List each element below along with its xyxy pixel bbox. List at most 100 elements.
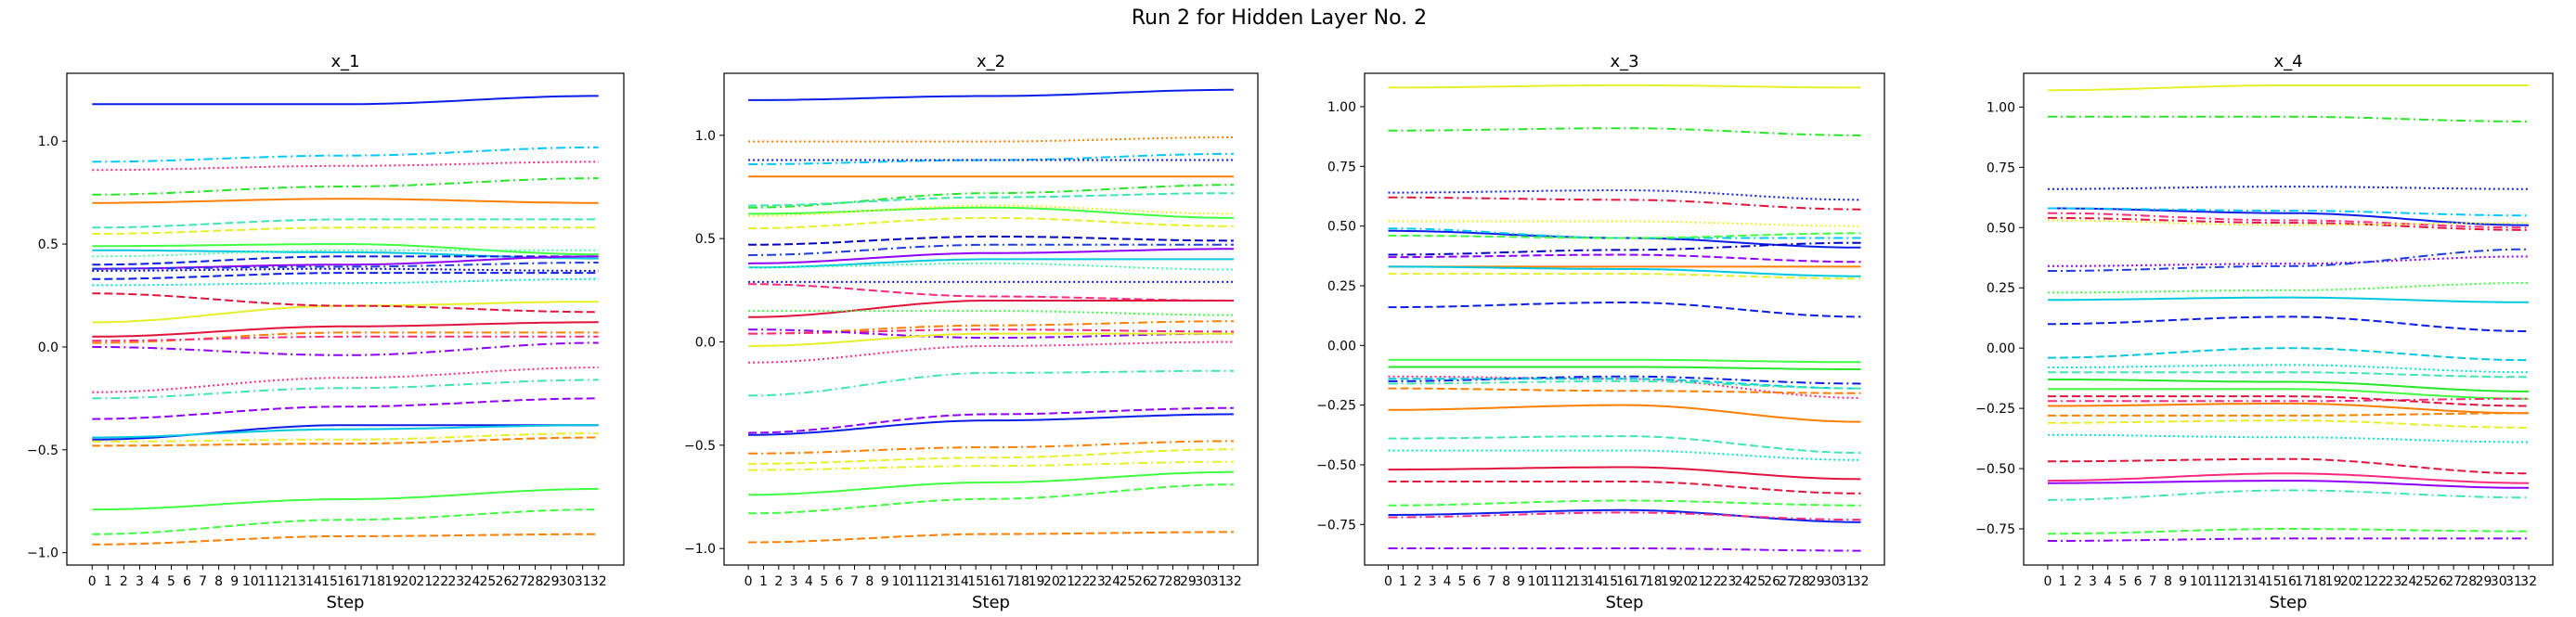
x-tick-label: 18 [1013,574,1029,589]
x-axis-label: Step [2270,593,2308,612]
y-tick-label: 1.00 [1327,100,1356,115]
x-tick-label: 0 [1384,574,1392,589]
x-tick-label: 8 [2164,574,2172,589]
x-tick-label: 29 [2476,574,2492,589]
x-tick-label: 30 [559,574,576,589]
figure-title: Run 2 for Hidden Layer No. 2 [1132,6,1427,30]
series-line [2047,216,2530,231]
x-tick-label: 16 [337,574,354,589]
series-line [92,262,599,270]
series-line [2047,186,2530,190]
series-line [92,487,599,511]
x-tick-label: 21 [416,574,433,589]
series-line [92,397,599,420]
x-tick-label: 0 [744,574,753,589]
subplot-title: x_4 [2273,52,2302,71]
series-line [1388,379,1861,390]
x-tick-label: 19 [2325,574,2342,589]
x-tick-label: 14 [305,574,322,589]
y-tick-label: 0.25 [1327,279,1356,294]
series-line [2047,395,2530,407]
x-tick-label: 26 [1134,574,1151,589]
x-tick-label: 32 [2520,574,2537,589]
y-tick-label: 1.00 [1987,100,2015,115]
x-tick-label: 21 [1058,574,1075,589]
x-tick-label: 11 [258,574,275,589]
series-line [748,258,1234,269]
x-tick-label: 22 [2370,574,2387,589]
x-tick-label: 30 [1195,574,1211,589]
series-line [2047,347,2530,362]
y-tick-label: 0.5 [38,238,58,252]
subplot-title: x_3 [1610,52,1638,71]
x-tick-label: 28 [527,574,544,589]
series-line [748,88,1234,101]
series-line [1388,84,1861,89]
series-line [2047,207,2530,217]
x-tick-label: 2 [774,574,783,589]
series-line [2047,412,2530,417]
x-tick-label: 2 [2074,574,2082,589]
series-line [2047,419,2530,429]
series-line [1388,265,1861,277]
series-lines [1388,84,1861,552]
series-line [92,301,599,324]
x-tick-label: 10 [1528,574,1545,589]
y-ticks: −0.75 −0.50 −0.25 0.00 0.25 0.50 0.75 1.00 [1975,100,2024,537]
series-line [2047,364,2530,374]
x-tick-label: 17 [2295,574,2311,589]
series-line [92,249,599,258]
series-line [92,272,599,280]
series-line [1388,253,1861,264]
subplot-1: 0 1 2 3 4 5 6 7 8 9 10 11 12 13 14 15 16 17 18 19 20 21 22 23 24… [27,52,625,612]
x-tick-label: 18 [2310,574,2326,589]
series-line [92,249,599,260]
x-tick-label: 20 [400,574,417,589]
x-axis-label: Step [1606,593,1644,612]
axes-frame [66,72,625,566]
series-line [748,448,1234,465]
x-tick-label: 30 [1823,574,1840,589]
series-line [2047,537,2530,542]
x-tick-label: 15 [321,574,338,589]
series-line [92,379,599,400]
x-tick-label: 21 [2355,574,2372,589]
x-tick-label: 22 [1705,574,1722,589]
subplot-title: x_2 [977,52,1005,71]
x-tick-label: 0 [88,574,97,589]
series-line [748,248,1234,264]
series-line [1388,547,1861,552]
series-line [748,262,1234,271]
x-tick-label: 17 [353,574,369,589]
y-ticks: −1.0 −0.5 0.0 0.5 1.0 [27,135,67,561]
x-tick-label: 1 [104,574,112,589]
series-line [748,483,1234,515]
series-line [1388,220,1861,227]
x-tick-label: 16 [1616,574,1633,589]
x-tick-label: 12 [922,574,938,589]
series-line [1388,466,1861,481]
series-line [92,95,599,106]
x-tick-label: 13 [2235,574,2252,589]
series-line [2047,528,2530,535]
x-tick-label: 29 [1808,574,1825,589]
x-tick-label: 8 [214,574,223,589]
series-line [2047,402,2530,415]
y-tick-label: −1.0 [684,542,716,557]
y-tick-label: 0.25 [1987,281,2015,296]
y-tick-label: 0.75 [1327,160,1356,174]
series-line [748,310,1234,316]
x-tick-label: 1 [2059,574,2067,589]
subplot-2: 0 1 2 3 4 5 6 7 8 9 101112131415161718192021222324… [684,52,1259,612]
x-tick-label: 7 [2149,574,2157,589]
x-tick-label: 6 [2134,574,2142,589]
x-tick-label: 26 [1764,574,1780,589]
x-tick-label: 11 [2205,574,2221,589]
x-tick-label: 27 [511,574,528,589]
x-tick-label: 15 [2265,574,2282,589]
series-line [92,533,599,546]
series-line [1388,241,1861,256]
